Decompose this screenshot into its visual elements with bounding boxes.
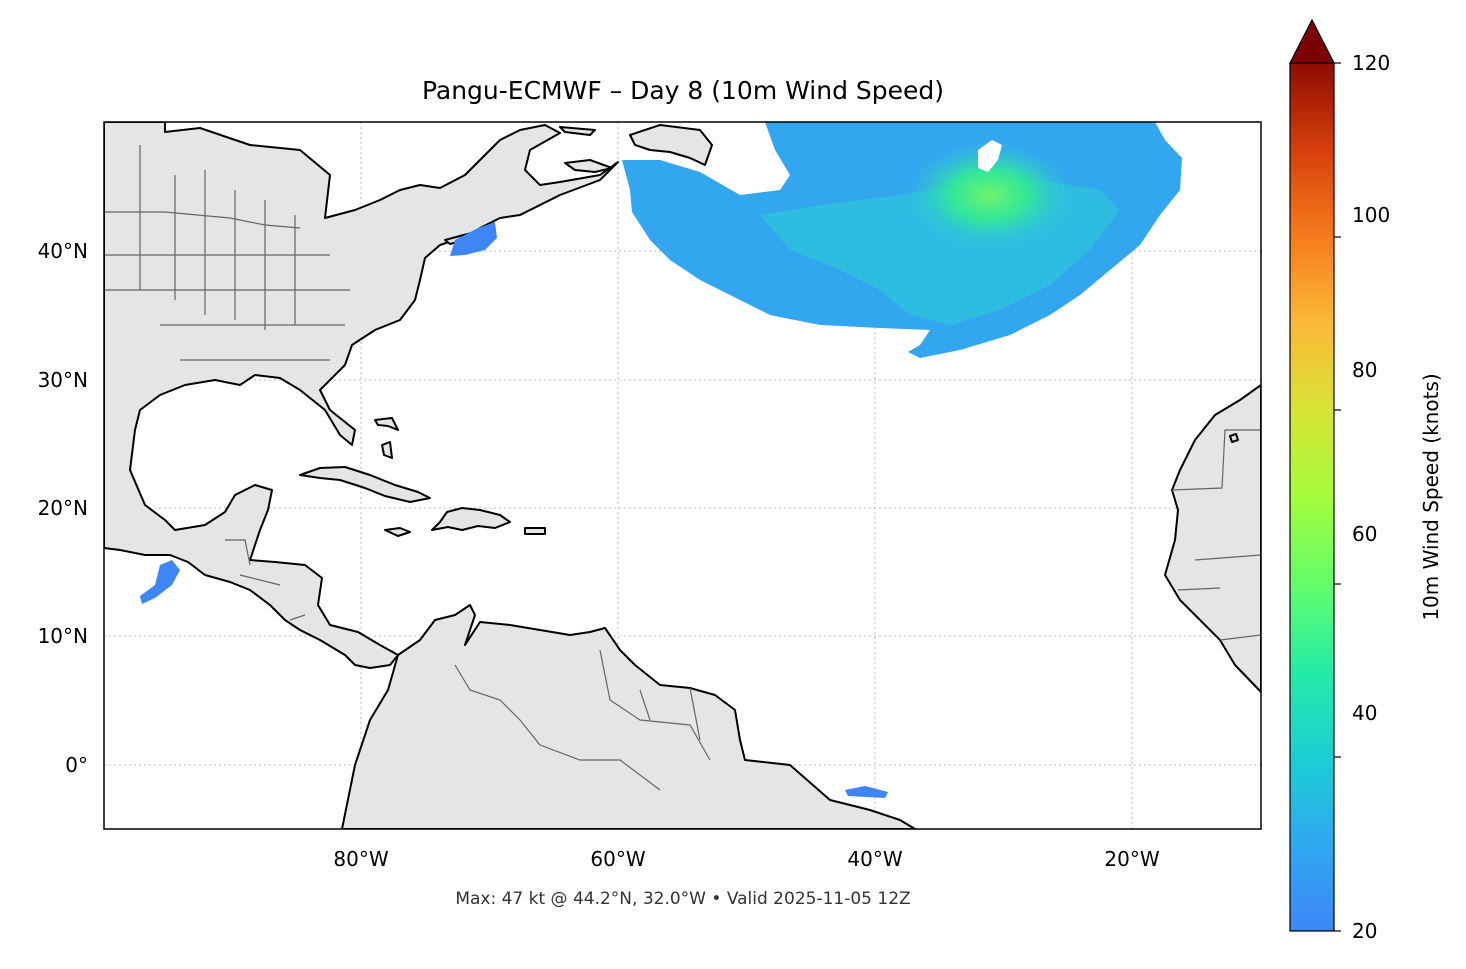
lon-tick-label: 80°W: [333, 847, 388, 871]
nova-scotia-land: [559, 126, 613, 173]
colorbar-tick-labels: 20 40 60 80 100 120: [1352, 51, 1390, 943]
colorbar-ticks: [1334, 62, 1341, 932]
colorbar-extend-arrow: [1289, 18, 1335, 64]
puerto-rico-land: [524, 527, 546, 535]
hispaniola-land: [431, 507, 511, 531]
lon-tick-label: 20°W: [1104, 847, 1159, 871]
wind-patch-pacific: [140, 560, 180, 604]
jamaica-land: [384, 527, 411, 537]
south-america-land: [341, 604, 916, 829]
north-america-land: [104, 122, 619, 669]
colorbar-tick-label: 100: [1352, 203, 1390, 227]
colorbar-tick-label: 60: [1352, 522, 1377, 546]
lat-ticks: 40°N 30°N 20°N 10°N 0°: [38, 239, 88, 777]
canary-islands-land: [1229, 433, 1239, 443]
colorbar-tick-label: 80: [1352, 358, 1377, 382]
wind-patch-equatorial: [845, 786, 888, 798]
map-panel: [104, 122, 1261, 829]
wind-max-core: [905, 140, 1075, 250]
lon-ticks: 80°W 60°W 40°W 20°W: [333, 847, 1159, 871]
borders: [104, 145, 1261, 791]
newfoundland-land: [629, 124, 713, 166]
colorbar-tick-label: 40: [1352, 701, 1377, 725]
wind-calm-center: [978, 140, 1002, 172]
colorbar-gradient: [1289, 62, 1335, 932]
map-title: Pangu-ECMWF – Day 8 (10m Wind Speed): [422, 76, 944, 105]
lon-tick-label: 40°W: [847, 847, 902, 871]
lat-tick-label: 40°N: [38, 239, 88, 263]
footer-text: Max: 47 kt @ 44.2°N, 32.0°W • Valid 2025…: [455, 889, 910, 909]
colorbar: 20 40 60 80 100 120 10m Wind Speed (knot…: [1289, 18, 1443, 943]
cuba-land: [299, 466, 431, 503]
africa-land: [1164, 384, 1261, 693]
lon-tick-label: 60°W: [590, 847, 645, 871]
wind-patch-new-england: [450, 222, 497, 256]
colorbar-tick-label: 20: [1352, 919, 1377, 943]
wind-field: [140, 122, 1182, 798]
lat-tick-label: 0°: [65, 753, 88, 777]
lat-tick-label: 10°N: [38, 624, 88, 648]
lat-tick-label: 30°N: [38, 368, 88, 392]
map-frame: [103, 121, 1262, 830]
colorbar-label: 10m Wind Speed (knots): [1419, 373, 1443, 620]
bahamas-land: [374, 417, 399, 459]
lat-tick-label: 20°N: [38, 496, 88, 520]
colorbar-tick-label: 120: [1352, 51, 1390, 75]
